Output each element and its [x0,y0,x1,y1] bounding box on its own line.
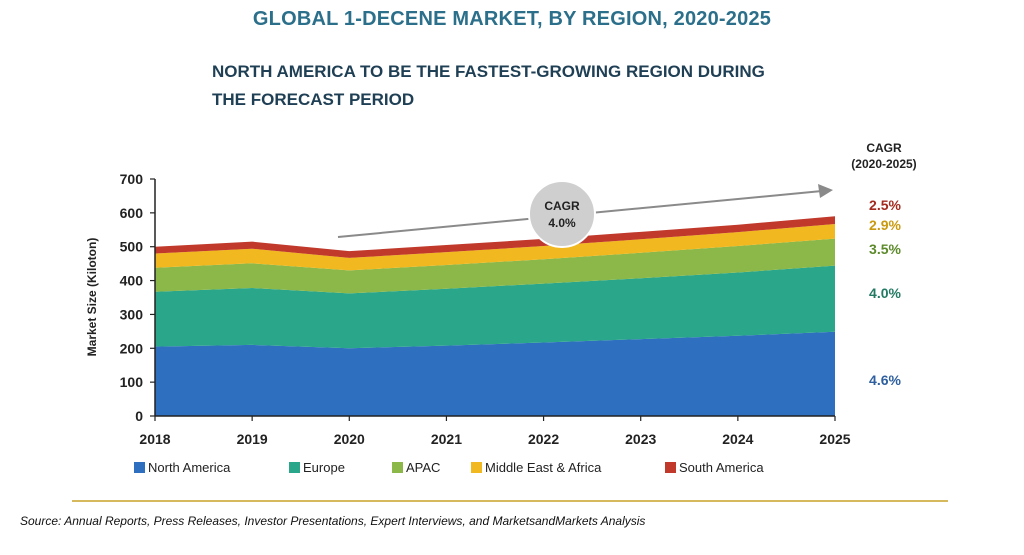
y-tick-label: 0 [135,408,143,424]
cagr-bubble-value: 4.0% [548,216,576,230]
trend-arrow-head [818,184,833,198]
legend-label: Europe [303,460,345,475]
source-divider [72,500,948,502]
subtitle-line-1: NORTH AMERICA TO BE THE FASTEST-GROWING … [212,62,765,81]
series-cagr-label: 4.6% [869,372,901,388]
legend-swatch [392,462,403,473]
x-tick-label: 2020 [334,431,365,447]
legend-label: APAC [406,460,440,475]
legend-swatch [665,462,676,473]
source-note: Source: Annual Reports, Press Releases, … [20,514,646,528]
axes-layer: 0 100 200 300 400 500 600 700 2018 2019 2020 2021 20… [85,171,851,447]
cagr-bubble-label: CAGR [544,199,580,213]
y-tick-label: 500 [120,239,144,255]
annotation-layer: CAGR (2020-2025) 4.6% 4.0% 3.5% 2.9% 2.5% CAGR 4… [337,141,917,388]
legend-swatch [134,462,145,473]
series-cagr-label: 2.5% [869,197,901,213]
area-europe [155,265,835,349]
legend-swatch [471,462,482,473]
legend-label: North America [148,460,231,475]
legend-label: Middle East & Africa [485,460,602,475]
legend-item: Middle East & Africa [471,460,602,475]
chart-title: GLOBAL 1-DECENE MARKET, BY REGION, 2020-… [252,8,772,30]
x-tick-label: 2023 [625,431,656,447]
y-tick-label: 400 [120,273,144,289]
x-tick-label: 2021 [431,431,462,447]
y-tick-label: 300 [120,306,144,322]
area-middle-east-africa [155,224,835,271]
area-north-america [155,331,835,416]
legend-label: South America [679,460,764,475]
cagr-bubble [528,180,596,248]
area-apac [155,238,835,294]
legend-item: Europe [289,460,345,475]
x-tick-label: 2022 [528,431,559,447]
y-axis-title: Market Size (Kiloton) [85,238,99,357]
series-cagr-label: 2.9% [869,217,901,233]
legend-swatch [289,462,300,473]
y-tick-label: 600 [120,205,144,221]
cagr-header: CAGR [866,141,902,155]
x-tick-label: 2025 [819,431,850,447]
legend-item: North America [134,460,231,475]
cagr-header-period: (2020-2025) [851,157,916,171]
chart-subtitle: NORTH AMERICA TO BE THE FASTEST-GROWING … [212,58,765,114]
x-tick-label: 2019 [237,431,268,447]
series-cagr-label: 3.5% [869,241,901,257]
legend-item: APAC [392,460,440,475]
y-tick-label: 100 [120,374,144,390]
legend-item: South America [665,460,764,475]
series-cagr-label: 4.0% [869,285,901,301]
legend: North America Europe APAC Middle East & Afr… [134,460,764,475]
x-tick-label: 2018 [139,431,170,447]
subtitle-line-2: THE FORECAST PERIOD [212,90,415,109]
stacked-area-chart: 0 100 200 300 400 500 600 700 2018 2019 2020 2021 20… [85,141,917,475]
y-tick-label: 200 [120,340,144,356]
y-tick-label: 700 [120,171,144,187]
area-layer [155,216,835,416]
x-tick-label: 2024 [722,431,753,447]
